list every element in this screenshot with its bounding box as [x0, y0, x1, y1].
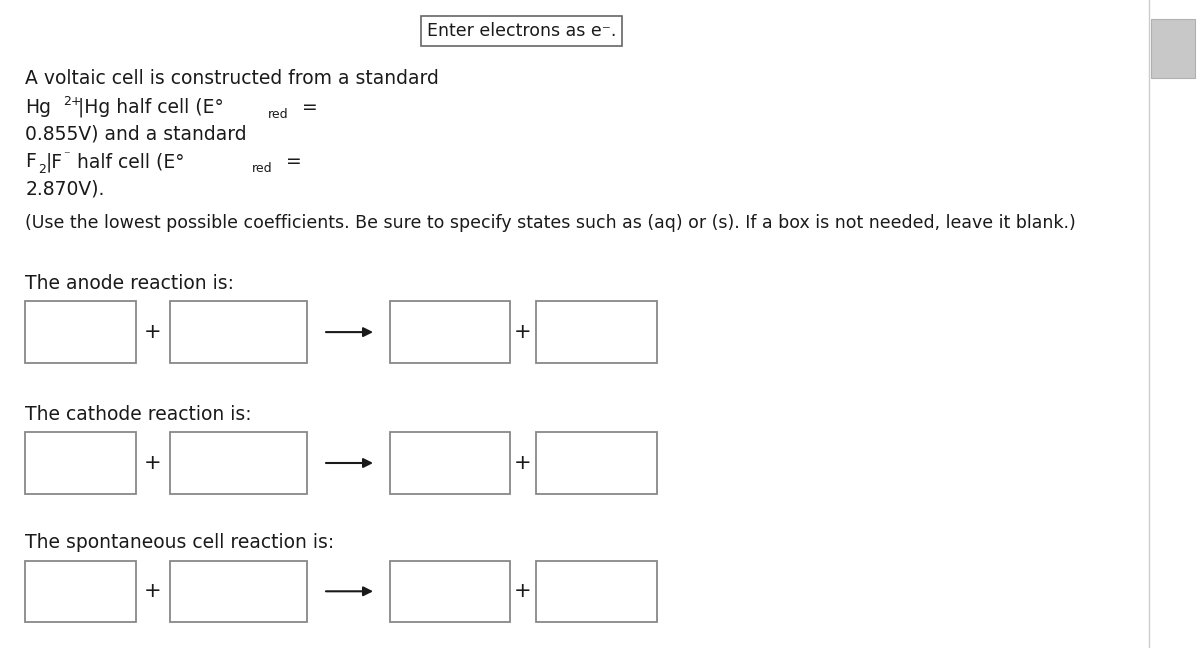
Bar [536, 561, 656, 622]
Text: +: + [144, 581, 161, 601]
Text: =: = [280, 152, 301, 171]
Bar [390, 561, 510, 622]
Bar [536, 432, 656, 494]
Text: (Use the lowest possible coefficients. Be sure to specify states such as (aq) or: (Use the lowest possible coefficients. B… [25, 214, 1076, 232]
Text: The cathode reaction is:: The cathode reaction is: [25, 405, 252, 424]
Bar [536, 301, 656, 363]
Bar [390, 301, 510, 363]
Text: ⁻: ⁻ [64, 150, 70, 163]
Text: +: + [514, 453, 532, 473]
Text: The anode reaction is:: The anode reaction is: [25, 274, 234, 293]
Text: Enter electrons as e⁻.: Enter electrons as e⁻. [427, 22, 616, 40]
Text: |F: |F [46, 152, 62, 172]
Bar [25, 301, 137, 363]
Bar [169, 561, 307, 622]
Text: +: + [144, 322, 161, 342]
Text: The spontaneous cell reaction is:: The spontaneous cell reaction is: [25, 533, 335, 551]
Text: half cell (E°: half cell (E° [71, 152, 185, 171]
Bar [1152, 19, 1195, 78]
Text: 2: 2 [38, 163, 46, 176]
Text: 2.870V).: 2.870V). [25, 179, 104, 198]
Text: +: + [144, 453, 161, 473]
Text: +: + [514, 322, 532, 342]
Text: |Hg half cell (E°: |Hg half cell (E° [78, 98, 223, 117]
Bar [390, 432, 510, 494]
Text: 2+: 2+ [64, 95, 82, 108]
Bar [25, 561, 137, 622]
Text: red: red [252, 163, 272, 176]
Bar [169, 301, 307, 363]
Text: red: red [268, 108, 289, 121]
Text: =: = [295, 98, 318, 117]
Bar [169, 432, 307, 494]
Text: Hg: Hg [25, 98, 52, 117]
Text: A voltaic cell is constructed from a standard: A voltaic cell is constructed from a sta… [25, 69, 439, 88]
Bar [25, 432, 137, 494]
Text: F: F [25, 152, 36, 171]
Text: +: + [514, 581, 532, 601]
Text: 0.855V) and a standard: 0.855V) and a standard [25, 125, 247, 144]
